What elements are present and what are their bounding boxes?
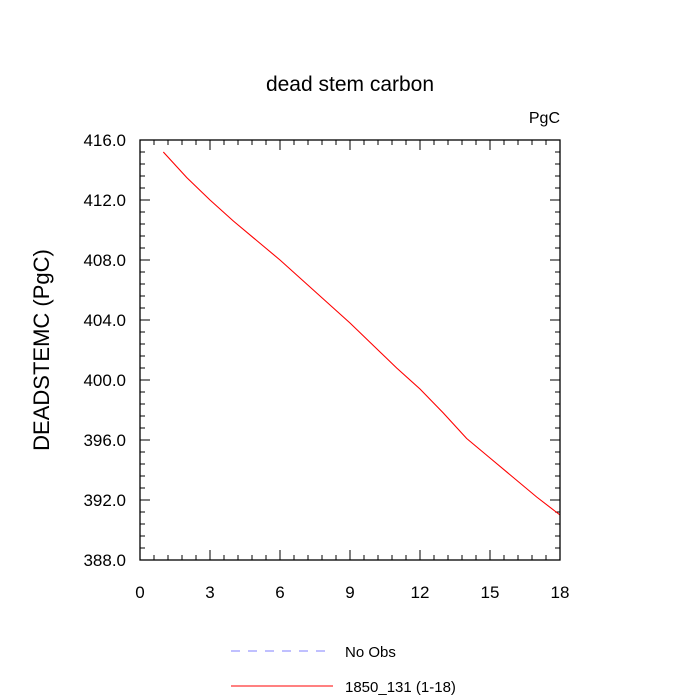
- y-tick-label: 412.0: [83, 191, 126, 210]
- y-tick-label: 400.0: [83, 371, 126, 390]
- x-tick-label: 6: [275, 583, 284, 602]
- y-axis-label: DEADSTEMC (PgC): [29, 249, 54, 451]
- y-tick-label: 416.0: [83, 131, 126, 150]
- legend-label-1: 1850_131 (1-18): [345, 679, 456, 696]
- series-layer: [162, 151, 561, 516]
- x-tick-label: 0: [135, 583, 144, 602]
- y-tick-label: 388.0: [83, 551, 126, 570]
- chart-title: dead stem carbon: [266, 73, 434, 96]
- x-tick-label: 3: [205, 583, 214, 602]
- y-tick-label: 392.0: [83, 491, 126, 510]
- y-tick-label: 408.0: [83, 251, 126, 270]
- plot-frame: [139, 139, 561, 561]
- legend: No Obs 1850_131 (1-18): [231, 644, 456, 696]
- x-tick-label: 15: [481, 583, 500, 602]
- y-tick-label: 404.0: [83, 311, 126, 330]
- axis-tick-labels: 0 3 6 9 12 15 18 388.0 392.0 396.0 400.0 404.0 408.0…: [83, 131, 569, 602]
- units-label: PgC: [529, 110, 560, 127]
- y-tick-label: 396.0: [83, 431, 126, 450]
- axis-ticks: [139, 139, 561, 561]
- x-tick-label: 12: [411, 583, 430, 602]
- legend-label-0: No Obs: [345, 644, 396, 661]
- series-line-1: [162, 151, 561, 516]
- x-tick-label: 18: [551, 583, 570, 602]
- x-tick-label: 9: [345, 583, 354, 602]
